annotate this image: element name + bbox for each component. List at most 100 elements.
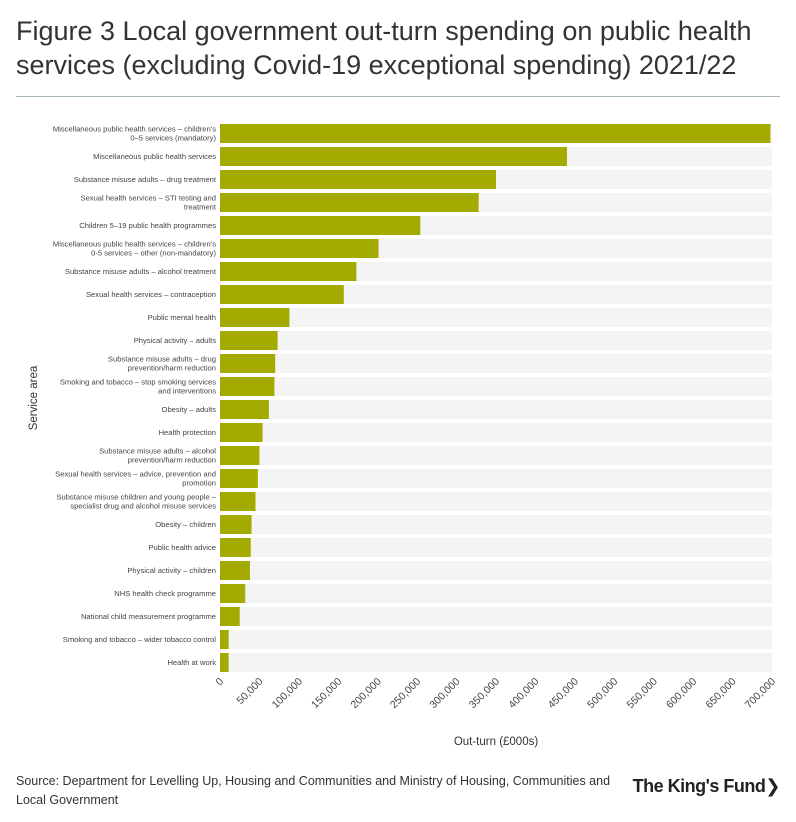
row-band (220, 308, 772, 327)
x-tick-label: 50,000 (234, 676, 265, 707)
bar (220, 561, 250, 580)
y-axis-title: Service area (28, 365, 40, 430)
category-label: Substance misuse adults – alcohol (99, 447, 216, 456)
source-note: Source: Department for Levelling Up, Hou… (16, 774, 611, 807)
bar (220, 446, 260, 465)
kings-fund-logo: The King's Fund❯ (632, 776, 781, 797)
category-label: Substance misuse adults – drug (108, 355, 216, 364)
bar (220, 285, 344, 304)
category-label: Sexual health services – advice, prevent… (55, 470, 216, 479)
bar (220, 170, 496, 189)
category-label: Substance misuse adults – alcohol treatm… (65, 267, 217, 276)
logo-text: The King's Fund (632, 776, 766, 796)
row-band (220, 630, 772, 649)
bar (220, 653, 229, 672)
category-label: Physical activity – adults (134, 336, 217, 345)
bar (220, 538, 251, 557)
bar (220, 262, 357, 281)
bar (220, 423, 263, 442)
category-label: 0-5 services – other (non-mandatory) (91, 249, 216, 258)
category-label: Children 5–19 public health programmes (79, 221, 216, 230)
category-label: Health protection (159, 428, 216, 437)
x-tick-label: 300,000 (427, 676, 462, 711)
category-label: Smoking and tobacco – stop smoking servi… (60, 378, 216, 387)
x-tick-label: 400,000 (506, 676, 541, 711)
category-label: Obesity – adults (162, 405, 217, 414)
category-label: National child measurement programme (81, 612, 216, 621)
category-label: Public mental health (148, 313, 216, 322)
bars (220, 124, 771, 672)
category-labels: Miscellaneous public health services – c… (53, 125, 217, 667)
row-band (220, 538, 772, 557)
category-label: Substance misuse adults – drug treatment (74, 175, 217, 184)
category-label: Public health advice (148, 543, 216, 552)
x-tick-label: 100,000 (270, 676, 305, 711)
bar (220, 193, 479, 212)
bar (220, 630, 229, 649)
category-label: treatment (184, 203, 217, 212)
category-label: Miscellaneous public health services – c… (53, 240, 216, 249)
bar-chart: Miscellaneous public health services – c… (28, 124, 779, 748)
row-band (220, 262, 772, 281)
x-tick-label: 550,000 (625, 676, 660, 711)
category-label: NHS health check programme (114, 589, 216, 598)
title-divider (16, 96, 780, 97)
x-tick-label: 150,000 (309, 676, 344, 711)
x-tick-label: 700,000 (743, 676, 778, 711)
chart-title: Figure 3 Local government out-turn spend… (16, 16, 752, 80)
bar (220, 492, 256, 511)
category-label: Physical activity – children (127, 566, 216, 575)
bar (220, 469, 258, 488)
category-label: Sexual health services – contraception (86, 290, 216, 299)
row-band (220, 515, 772, 534)
category-label: 0–5 services (mandatory) (130, 134, 216, 143)
bar (220, 400, 269, 419)
x-tick-label: 650,000 (703, 676, 738, 711)
bar (220, 124, 771, 143)
bar (220, 147, 567, 166)
x-tick-label: 0 (214, 676, 227, 689)
bar (220, 515, 252, 534)
x-tick-label: 450,000 (546, 676, 581, 711)
row-band (220, 285, 772, 304)
category-label: Sexual health services – STI testing and (81, 194, 217, 203)
category-label: Miscellaneous public health services – c… (53, 125, 216, 134)
row-band (220, 400, 772, 419)
category-label: specialist drug and alcohol misuse servi… (70, 502, 216, 511)
category-label: Health at work (167, 658, 216, 667)
bar (220, 331, 278, 350)
bar (220, 584, 246, 603)
x-tick-label: 600,000 (664, 676, 699, 711)
bar (220, 239, 379, 258)
x-axis-title: Out-turn (£000s) (454, 736, 539, 748)
row-band (220, 653, 772, 672)
row-band (220, 331, 772, 350)
bar (220, 377, 275, 396)
category-label: and interventions (158, 387, 216, 396)
bar (220, 607, 240, 626)
category-label: Obesity – children (155, 520, 216, 529)
x-tick-label: 200,000 (349, 676, 384, 711)
x-tick-label: 250,000 (388, 676, 423, 711)
row-band (220, 492, 772, 511)
bar (220, 308, 290, 327)
row-band (220, 561, 772, 580)
row-band (220, 423, 772, 442)
category-label: prevention/harm reduction (128, 364, 216, 373)
x-tick-label: 500,000 (585, 676, 620, 711)
category-label: promotion (182, 479, 216, 488)
row-band (220, 377, 772, 396)
x-tick-labels: 0 50,000 100,000 150,000 200,000 250,000 300,0… (214, 676, 779, 711)
category-label: prevention/harm reduction (128, 456, 216, 465)
chevron-right-icon: ❯ (765, 776, 780, 796)
category-label: Smoking and tobacco – wider tobacco cont… (63, 635, 217, 644)
row-band (220, 584, 772, 603)
x-tick-label: 350,000 (467, 676, 502, 711)
bar (220, 354, 276, 373)
row-band (220, 446, 772, 465)
bar (220, 216, 421, 235)
row-band (220, 469, 772, 488)
row-band (220, 607, 772, 626)
row-bands (220, 124, 772, 672)
category-label: Miscellaneous public health services (93, 152, 216, 161)
